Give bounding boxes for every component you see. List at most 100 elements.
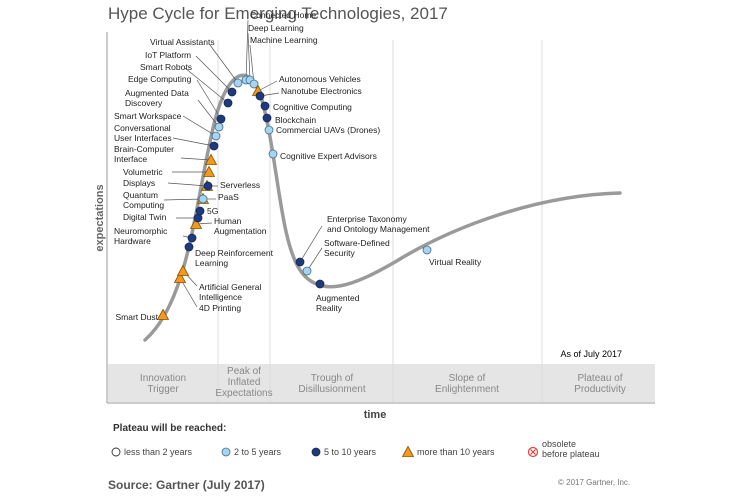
axes: expectations time As of July 2017: [94, 32, 655, 421]
technology-label: Digital Twin: [123, 212, 167, 222]
technology-label: Artificial General Intelligence: [199, 282, 261, 302]
legend-label: obsolete before plateau: [542, 439, 600, 459]
leader-line: [197, 99, 220, 128]
technology-label: Blockchain: [275, 115, 316, 125]
leader-line: [299, 225, 323, 263]
technology-marker: [255, 91, 265, 101]
technology-marker: [204, 153, 218, 165]
leader-lines: [163, 19, 323, 308]
legend-label: 2 to 5 years: [234, 447, 282, 457]
technology-label: Human Augmentation: [214, 216, 267, 236]
technology-label: Cognitive Computing: [273, 102, 352, 112]
legend-label: 5 to 10 years: [324, 447, 377, 457]
technology-marker: [209, 141, 219, 151]
leader-line: [184, 67, 229, 104]
technology-marker: [260, 101, 270, 111]
legend-label: more than 10 years: [417, 447, 495, 457]
technology-label: Smart Workspace: [114, 111, 182, 121]
phase-band: Innovation Trigger Peak of Inflated Expectat…: [108, 40, 655, 402]
leader-line: [245, 19, 249, 81]
technology-marker: [211, 131, 221, 141]
technology-markers: [156, 75, 432, 320]
technology-label: 5G: [207, 206, 218, 216]
technology-label: Conversational User Interfaces: [114, 123, 172, 143]
technology-label: Machine Learning: [250, 35, 318, 45]
leader-line: [209, 44, 239, 84]
phase-label: Plateau of Productivity: [574, 373, 626, 395]
technology-label: Virtual Assistants: [150, 37, 215, 47]
phase-label: Slope of Enlightenment: [435, 373, 499, 395]
technology-label: Brain-Computer Interface: [114, 144, 174, 164]
leader-line: [257, 80, 278, 92]
technology-marker: [214, 122, 224, 132]
technology-marker: [233, 78, 243, 88]
legend-label: less than 2 years: [124, 447, 193, 457]
technology-label: Nanotube Electronics: [281, 86, 362, 96]
technology-label: Cognitive Expert Advisors: [280, 151, 377, 161]
technology-marker: [422, 245, 432, 255]
phase-label: Trough of Disillusionment: [298, 373, 365, 395]
technology-marker: [227, 87, 237, 97]
leader-line: [247, 32, 251, 81]
technology-label: Deep Learning: [248, 23, 304, 33]
leader-line: [182, 115, 217, 137]
technology-marker: [302, 266, 312, 276]
legend-marker: [221, 447, 231, 457]
phase-label: Innovation Trigger: [140, 373, 186, 395]
technology-label: Autonomous Vehicles: [279, 74, 361, 84]
technology-marker: [173, 271, 187, 283]
technology-label: Software-Defined Security: [324, 238, 390, 258]
technology-label: Commercial UAVs (Drones): [276, 125, 380, 135]
phase-band-bg: [108, 364, 655, 402]
technology-marker: [249, 79, 259, 89]
technology-label: Augmented Data Discovery: [125, 88, 189, 108]
technology-label: Virtual Reality: [429, 257, 482, 267]
chart-title: Hype Cycle for Emerging Technologies, 20…: [108, 4, 448, 23]
leader-line: [167, 182, 208, 187]
technology-label: Enterprise Taxonomy and Ontology Manageme…: [327, 214, 430, 234]
technology-label: Edge Computing: [128, 74, 192, 84]
technology-label: Augmented Reality: [316, 293, 360, 313]
technology-label: IoT Platform: [145, 50, 191, 60]
technology-label: PaaS: [218, 192, 239, 202]
technology-marker: [315, 279, 325, 289]
technology-marker: [187, 233, 197, 243]
leader-line: [163, 198, 204, 201]
legend-title: Plateau will be reached:: [113, 423, 226, 434]
technology-marker: [156, 308, 170, 320]
source-note: Source: Gartner (July 2017): [108, 478, 265, 492]
technology-marker: [223, 98, 233, 108]
technology-marker: [264, 125, 274, 135]
phase-label: Peak of Inflated Expectations: [215, 366, 272, 399]
technology-marker: [176, 264, 190, 276]
technology-label: Displays: [123, 178, 155, 188]
technology-label: Deep Reinforcement Learning: [195, 248, 274, 268]
leader-line: [196, 79, 222, 120]
technology-label: Connected Home: [250, 10, 316, 20]
technology-marker: [262, 113, 272, 123]
technology-marker: [203, 181, 213, 191]
technology-label: Neuromorphic Hardware: [114, 226, 168, 246]
technology-label: Smart Dust: [115, 312, 158, 322]
technology-marker: [202, 165, 216, 177]
as-of-date: As of July 2017: [560, 349, 622, 359]
technology-label: Serverless: [220, 180, 260, 190]
technology-marker: [195, 206, 205, 216]
technology-label: Quantum Computing: [123, 190, 164, 210]
legend-marker: [401, 445, 415, 457]
leader-line: [195, 55, 233, 93]
x-axis-label: time: [364, 409, 387, 421]
technology-marker: [268, 149, 278, 159]
technology-marker: [198, 194, 208, 204]
hype-curve: [143, 73, 622, 342]
technology-label: Smart Robots: [140, 62, 192, 72]
leader-line: [180, 157, 212, 161]
legend: Plateau will be reached: less than 2 yea…: [111, 423, 600, 459]
technology-marker: [184, 242, 194, 252]
leader-line: [172, 137, 215, 147]
copyright-note: © 2017 Gartner, Inc.: [558, 478, 631, 487]
leader-line: [306, 247, 323, 272]
technology-marker: [189, 217, 203, 229]
